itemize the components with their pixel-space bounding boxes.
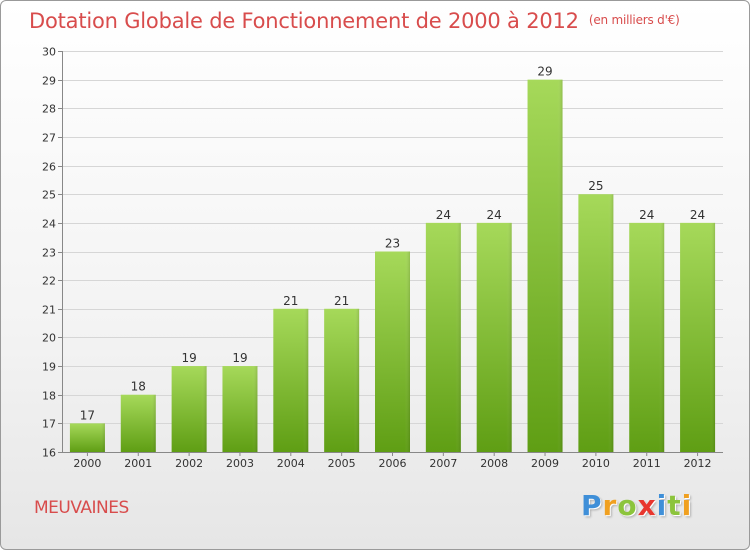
data-label: 21 (283, 294, 298, 308)
data-label: 24 (487, 208, 502, 222)
data-label: 21 (334, 294, 349, 308)
x-tick-labels: 2000 2001 2002 2003 2004 2005 2006 2007 2008 2009… (73, 457, 711, 470)
bar-shade (680, 222, 716, 452)
logo-letter: t (667, 489, 682, 522)
x-tick-label: 2007 (429, 457, 457, 470)
logo-letter: r (602, 489, 618, 522)
bar-shade (120, 394, 156, 452)
data-label: 19 (232, 351, 247, 365)
x-tick-label: 2009 (531, 457, 559, 470)
x-tick-label: 2005 (328, 457, 356, 470)
y-tick-label: 26 (42, 161, 56, 174)
bar-shade (69, 423, 105, 452)
x-tick-label: 2006 (379, 457, 407, 470)
bar-shade (578, 194, 614, 452)
x-tick-label: 2001 (124, 457, 152, 470)
y-tick-label: 29 (42, 75, 56, 88)
y-tick-label: 25 (42, 189, 56, 202)
x-tick-label: 2000 (73, 457, 101, 470)
y-tick-label: 16 (42, 447, 56, 460)
y-tick-label: 28 (42, 103, 56, 116)
data-label: 17 (80, 408, 95, 422)
proxiti-logo: Proxiti (581, 489, 692, 522)
data-label: 24 (690, 208, 705, 222)
y-tick-label: 24 (42, 218, 56, 231)
x-tick-label: 2008 (480, 457, 508, 470)
x-tick-label: 2003 (226, 457, 254, 470)
x-tick-label: 2010 (582, 457, 610, 470)
bar-shade (476, 222, 512, 452)
bar-shade (171, 366, 207, 452)
chart-subtitle: (en milliers d'€) (588, 13, 680, 27)
logo-letter: o (617, 489, 638, 522)
data-label: 24 (639, 208, 654, 222)
data-labels: 17 18 19 19 21 21 23 24 24 29 25 24 24 (80, 65, 705, 423)
chart-title-text: Dotation Globale de Fonctionnement de 20… (29, 9, 579, 33)
y-tick-label: 22 (42, 275, 56, 288)
axes (58, 51, 723, 456)
bar-shade (527, 79, 563, 453)
logo-letter: P (581, 489, 603, 522)
chart-title: Dotation Globale de Fonctionnement de 20… (29, 9, 680, 33)
data-label: 25 (588, 179, 603, 193)
logo-letter: i (681, 489, 693, 522)
y-tick-label: 18 (42, 390, 56, 403)
commune-name: MEUVAINES (34, 498, 129, 518)
x-tick-label: 2012 (684, 457, 712, 470)
data-label: 29 (537, 65, 552, 79)
y-tick-label: 21 (42, 304, 56, 317)
logo-letter: x (637, 489, 657, 522)
data-label: 18 (131, 380, 146, 394)
y-tick-label: 30 (42, 46, 56, 59)
data-label: 24 (436, 208, 451, 222)
y-tick-label: 17 (42, 418, 56, 431)
bar-shade (425, 222, 461, 452)
bar-shade (629, 222, 665, 452)
y-tick-label: 19 (42, 361, 56, 374)
bar-shade (375, 251, 410, 452)
logo-letter: i (656, 489, 668, 522)
y-tick-label: 20 (42, 332, 56, 345)
x-tick-label: 2011 (633, 457, 661, 470)
x-tick-label: 2004 (277, 457, 305, 470)
y-tick-labels: 16 17 18 19 20 21 22 23 24 25 26 27 28 29 30 (42, 46, 56, 460)
bar-shade (324, 308, 360, 452)
y-tick-label: 27 (42, 132, 56, 145)
bars (69, 79, 716, 453)
bar-shade (222, 366, 258, 452)
x-tick-label: 2002 (175, 457, 203, 470)
data-label: 19 (181, 351, 196, 365)
data-label: 23 (385, 237, 400, 251)
bar-shade (273, 308, 309, 452)
y-tick-label: 23 (42, 247, 56, 260)
